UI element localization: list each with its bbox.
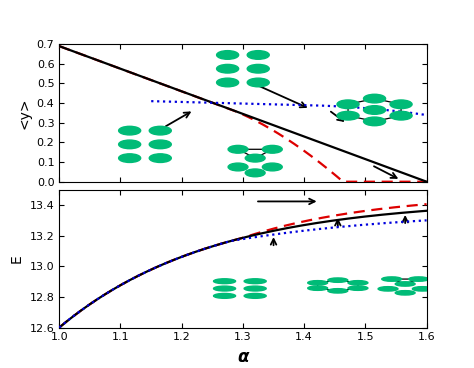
Ellipse shape xyxy=(328,289,348,293)
Ellipse shape xyxy=(390,112,412,120)
Ellipse shape xyxy=(118,154,141,162)
Ellipse shape xyxy=(149,154,171,162)
Ellipse shape xyxy=(247,51,269,59)
Ellipse shape xyxy=(228,145,248,153)
Ellipse shape xyxy=(118,140,141,149)
Ellipse shape xyxy=(409,277,428,281)
Ellipse shape xyxy=(364,94,385,103)
Ellipse shape xyxy=(308,286,328,290)
Ellipse shape xyxy=(328,278,348,282)
Ellipse shape xyxy=(247,64,269,73)
Ellipse shape xyxy=(308,281,328,285)
Ellipse shape xyxy=(213,279,236,284)
Ellipse shape xyxy=(228,163,248,171)
Ellipse shape xyxy=(348,286,368,290)
Ellipse shape xyxy=(348,281,368,285)
Y-axis label: E: E xyxy=(10,254,24,263)
Ellipse shape xyxy=(244,286,266,291)
Ellipse shape xyxy=(378,287,398,291)
Ellipse shape xyxy=(244,293,266,298)
Ellipse shape xyxy=(245,154,265,162)
Ellipse shape xyxy=(364,117,385,126)
Ellipse shape xyxy=(149,140,171,149)
Ellipse shape xyxy=(217,64,238,73)
Ellipse shape xyxy=(247,78,269,87)
Ellipse shape xyxy=(395,291,415,295)
Ellipse shape xyxy=(217,51,238,59)
Ellipse shape xyxy=(244,279,266,284)
Ellipse shape xyxy=(263,145,282,153)
Ellipse shape xyxy=(213,286,236,291)
Ellipse shape xyxy=(263,163,282,171)
X-axis label: α: α xyxy=(237,348,248,366)
Ellipse shape xyxy=(364,106,385,114)
Ellipse shape xyxy=(412,287,432,291)
Y-axis label: <y>: <y> xyxy=(17,97,31,129)
Ellipse shape xyxy=(337,112,359,120)
Ellipse shape xyxy=(337,100,359,109)
Ellipse shape xyxy=(382,277,401,281)
Ellipse shape xyxy=(390,100,412,109)
Ellipse shape xyxy=(245,169,265,177)
Ellipse shape xyxy=(149,126,171,135)
Ellipse shape xyxy=(395,282,415,286)
Ellipse shape xyxy=(213,293,236,298)
Ellipse shape xyxy=(118,126,141,135)
Ellipse shape xyxy=(217,78,238,87)
